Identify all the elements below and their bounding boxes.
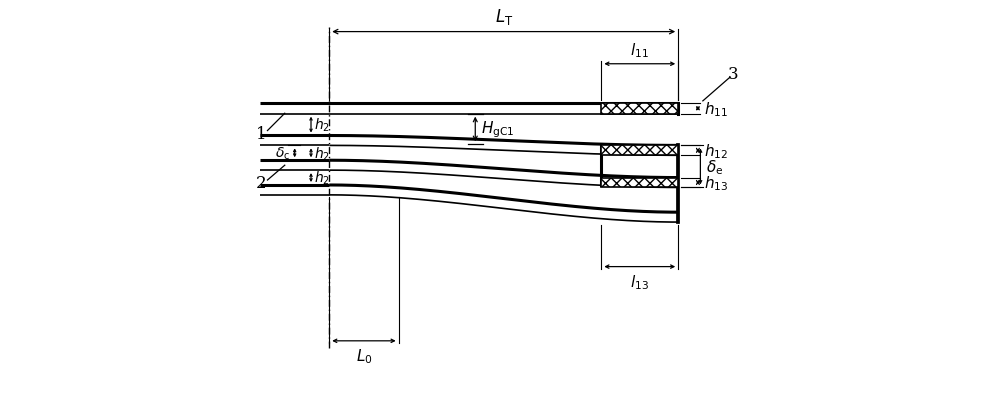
Text: $h_2$: $h_2$	[314, 117, 330, 134]
Text: $h_{12}$: $h_{12}$	[704, 142, 728, 160]
Bar	[601, 103, 678, 115]
Text: $\delta_{\rm c}$: $\delta_{\rm c}$	[275, 145, 290, 162]
Text: $h_{13}$: $h_{13}$	[704, 174, 728, 192]
Text: $\delta_{\rm e}$: $\delta_{\rm e}$	[706, 158, 724, 176]
Text: 1: 1	[256, 125, 267, 142]
Text: $H_{\rm gC1}$: $H_{\rm gC1}$	[481, 119, 515, 140]
Text: $h_{11}$: $h_{11}$	[704, 100, 728, 118]
Text: $h_2$: $h_2$	[314, 169, 330, 187]
Text: 3: 3	[728, 66, 739, 83]
Text: $l_{13}$: $l_{13}$	[630, 273, 649, 292]
Bar	[601, 146, 678, 156]
Text: $h_2$: $h_2$	[314, 145, 330, 162]
Text: $l_{11}$: $l_{11}$	[630, 41, 649, 60]
Text: 2: 2	[256, 175, 267, 191]
Bar	[601, 178, 678, 188]
Text: $L_0$: $L_0$	[356, 347, 372, 366]
Text: $L_{\rm T}$: $L_{\rm T}$	[495, 7, 513, 27]
